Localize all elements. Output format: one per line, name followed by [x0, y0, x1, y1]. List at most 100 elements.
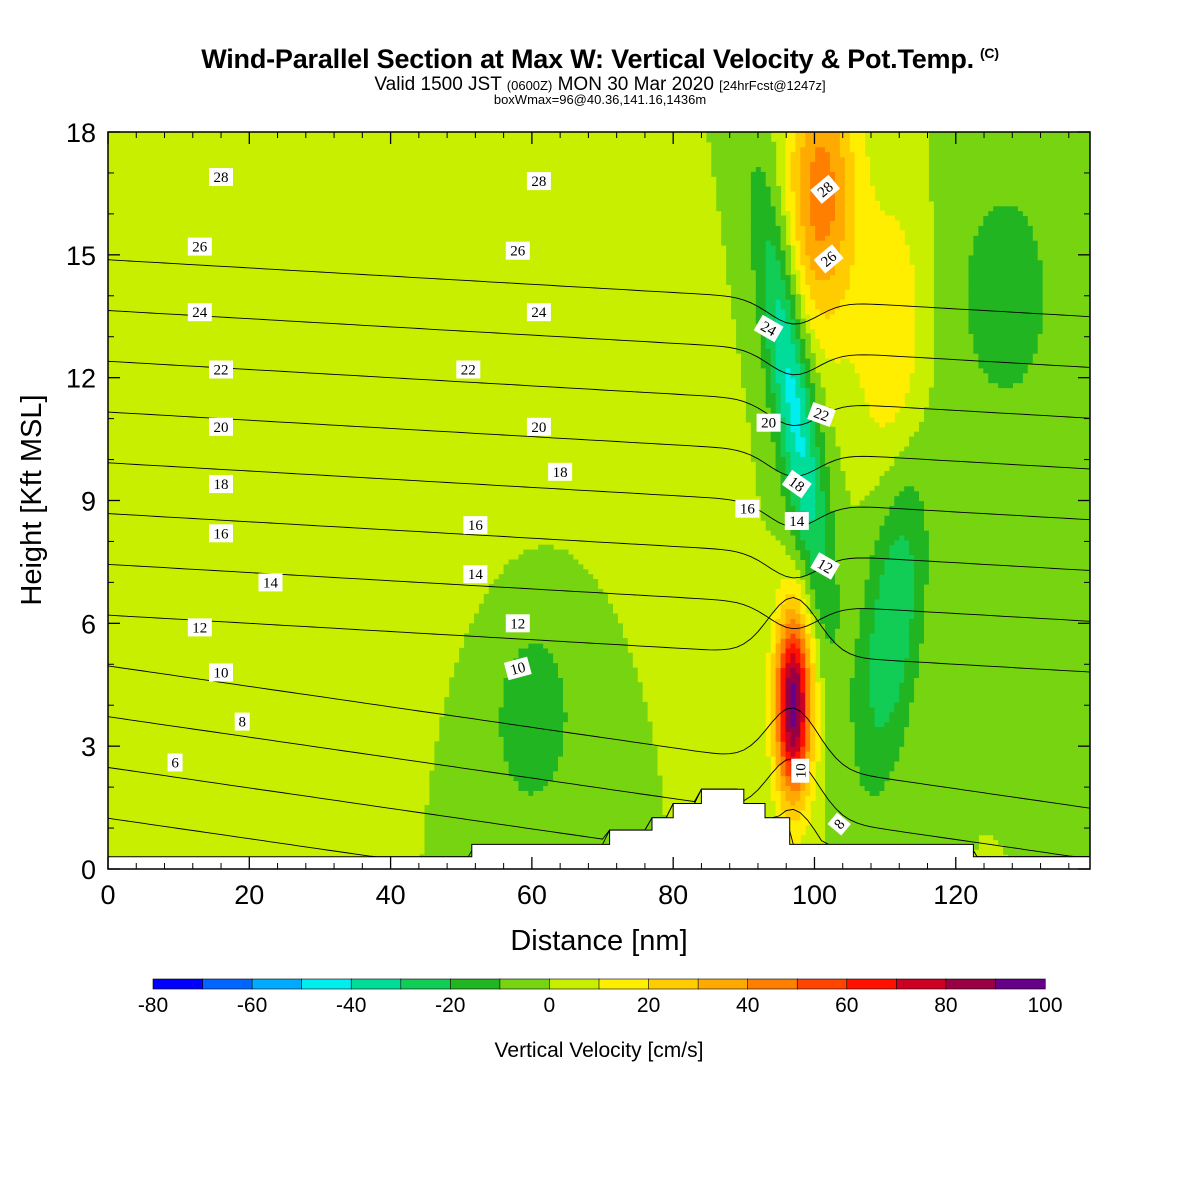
isentrope-label: 10 [503, 656, 532, 681]
chart-subtitle: Valid 1500 JST (0600Z) MON 30 Mar 2020 [… [0, 74, 1200, 96]
isentrope-label: 26 [813, 244, 844, 274]
isentrope-label-text: 10 [793, 763, 809, 778]
isentrope-20 [108, 462, 1090, 528]
colorbar-tick-label: 40 [736, 994, 759, 1017]
colorbar-swatch [598, 978, 650, 990]
colorbar-swatch [697, 978, 749, 990]
isentrope-label: 28 [209, 168, 233, 186]
isentrope-label-box [813, 244, 844, 274]
y-tick-label: 12 [66, 364, 96, 394]
x-tick-label: 0 [100, 880, 115, 910]
isentrope-label-box [505, 241, 530, 260]
terrain [108, 788, 1090, 869]
isentrope-12 [108, 665, 1090, 809]
isentrope-label: 16 [463, 516, 488, 535]
isentrope-label: 20 [209, 417, 233, 436]
isentrope-label-text: 28 [214, 170, 229, 186]
isentrope-label-box [209, 475, 233, 494]
isentrope-label-text: 16 [740, 502, 756, 518]
isentrope-label-text: 10 [509, 660, 528, 679]
isentrope-26 [108, 310, 1090, 376]
isentrope-label-text: 12 [192, 620, 207, 636]
x-tick-label: 100 [792, 880, 837, 910]
isentrope-label-text: 24 [531, 305, 547, 321]
colorbar-swatch [251, 978, 303, 990]
x-tick-label: 60 [517, 880, 547, 910]
isentrope-label: 24 [187, 303, 212, 322]
isentrope-label-box [167, 753, 183, 772]
colorbar-label: Vertical Velocity [cm/s] [495, 1039, 704, 1062]
isentrope-label-box [807, 401, 836, 428]
isentrope-label-box [209, 417, 233, 436]
isentrope-label-box [258, 573, 283, 592]
y-tick-label: 15 [66, 241, 96, 271]
isentrope-label-box [526, 172, 551, 191]
isentrope-label-text: 12 [510, 616, 525, 632]
colorbar-tick-label: -80 [138, 994, 168, 1017]
isentrope-label: 10 [209, 663, 233, 682]
isentrope-label-box [827, 812, 851, 836]
isentrope-label-text: 12 [814, 556, 835, 577]
colorbar-tick-label: -20 [435, 994, 465, 1017]
chart-title: Wind-Parallel Section at Max W: Vertical… [0, 44, 1200, 75]
isentrope-label: 24 [753, 314, 784, 343]
isentrope-label: 14 [784, 512, 809, 530]
terrain-profile [108, 788, 1090, 869]
isentrope-label: 22 [209, 360, 233, 379]
isentrope-label: 28 [526, 172, 551, 191]
isentrope-label-text: 18 [553, 465, 568, 481]
isentrope-label-box [209, 360, 233, 379]
colorbar-tick-label: 20 [637, 994, 660, 1017]
colorbar-swatch [449, 978, 501, 990]
isentrope-label-text: 20 [214, 420, 229, 436]
isentrope-label-box [526, 417, 551, 436]
isentrope-label-text: 28 [531, 174, 546, 190]
isentrope-label: 24 [526, 303, 551, 322]
isentrope-label-text: 10 [214, 666, 229, 682]
isentrope-label: 18 [781, 469, 812, 499]
isentrope-label-box [234, 712, 250, 731]
isentrope-28 [108, 259, 1090, 325]
isentrope-label-box [209, 663, 233, 682]
isentrope-label-box [187, 237, 212, 256]
isentrope-label: 22 [456, 360, 481, 379]
isentrope-label: 16 [209, 524, 233, 543]
isentrope-label-box [503, 656, 532, 681]
x-tick-label: 40 [376, 880, 406, 910]
isentrope-10 [108, 716, 1090, 858]
x-tick-label: 80 [658, 880, 688, 910]
colorbar-swatch [995, 978, 1046, 990]
colorbar-swatch [400, 978, 451, 990]
isentrope-label-box [753, 314, 784, 343]
colorbar-swatch [350, 978, 402, 990]
isentrope-label-box [791, 758, 810, 783]
isentrope-label-box [784, 512, 809, 530]
colorbar-swatch [152, 978, 204, 990]
isentrope-18 [108, 513, 1090, 579]
copyright-mark: (C) [979, 45, 999, 61]
valid-date: MON 30 Mar 2020 [557, 74, 714, 95]
chart-title-text: Wind-Parallel Section at Max W: Vertical… [201, 44, 974, 74]
isentrope-label: 20 [756, 413, 781, 432]
colorbar: -80 -60 -40 -20 0 20 40 60 80 100 [138, 978, 1063, 1017]
isentrope-label-box [756, 413, 781, 432]
x-tick-label: 20 [234, 880, 264, 910]
x-tick-label: 120 [933, 880, 978, 910]
isentrope-label-text: 22 [461, 363, 476, 379]
isentrope-24 [108, 360, 1090, 427]
isentrope-label-box [187, 303, 212, 322]
isentrope-14 [108, 597, 1090, 673]
isentrope-22 [108, 411, 1090, 477]
isentrope-label-box [810, 552, 840, 580]
colorbar-swatch [796, 978, 848, 990]
y-tick-label: 0 [81, 855, 96, 885]
isentrope-label-text: 22 [214, 363, 229, 379]
colorbar-swatch [549, 978, 600, 990]
isentrope-label-box [463, 516, 488, 535]
colorbar-tick-label: -60 [237, 994, 267, 1017]
isentrope-label-text: 16 [214, 526, 230, 542]
isentrope-label: 12 [505, 614, 530, 633]
y-axis-label: Height [Kft MSL] [16, 394, 48, 605]
isentrope-label-box [209, 524, 233, 543]
